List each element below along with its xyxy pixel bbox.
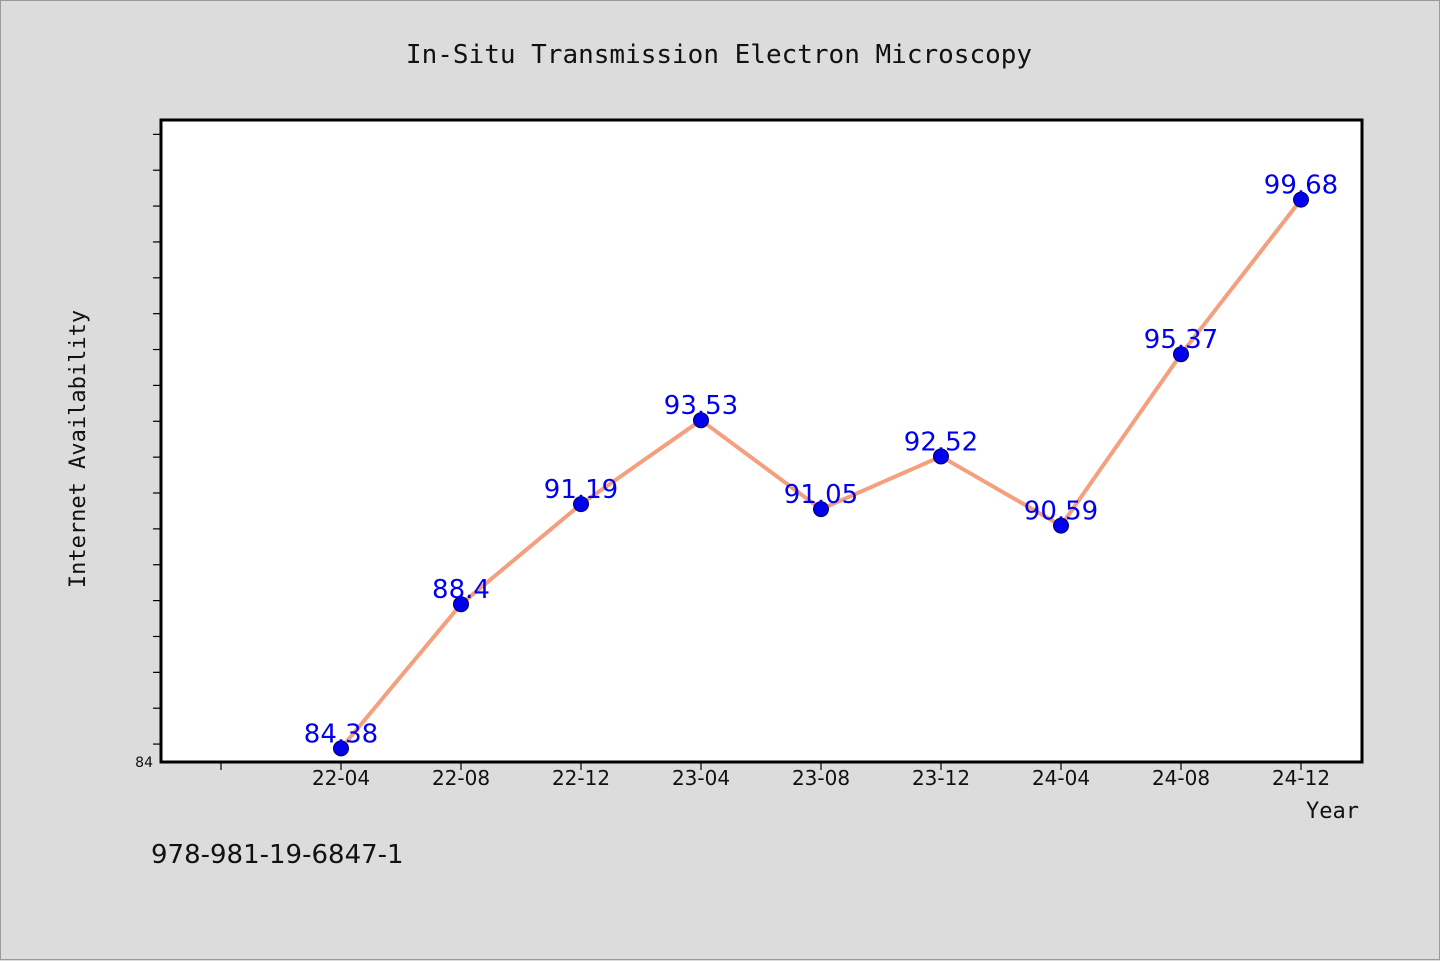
data-point — [693, 412, 709, 429]
y-axis-title: Internet Availability — [66, 310, 91, 588]
data-point — [333, 740, 349, 757]
data-label: 95.37 — [1144, 325, 1218, 355]
data-label: 88.4 — [432, 575, 490, 605]
x-tick-label: 24-04 — [1032, 766, 1090, 790]
data-label: 91.05 — [784, 480, 858, 510]
x-axis-ticks: 22-04 22-08 22-12 23-04 23-08 23-12 24-04 24-08… — [220, 762, 1330, 790]
x-tick-label: 24-08 — [1152, 766, 1210, 790]
data-point — [1053, 517, 1069, 534]
data-label: 92.52 — [904, 427, 978, 457]
chart-title: In-Situ Transmission Electron Microscopy — [406, 40, 1032, 70]
x-tick-label: 23-12 — [912, 766, 970, 790]
data-label: 93.53 — [664, 391, 738, 421]
data-point — [1173, 346, 1189, 363]
data-point — [573, 496, 589, 513]
x-tick-label: 23-04 — [672, 766, 730, 790]
x-tick-label: 24-12 — [1272, 766, 1330, 790]
data-point — [933, 448, 949, 465]
x-tick-label: 22-04 — [312, 766, 370, 790]
x-tick-label: 22-12 — [552, 766, 610, 790]
data-label: 84.38 — [304, 719, 378, 749]
y-tick-label: 84 — [135, 755, 153, 771]
data-label: 99.68 — [1264, 171, 1338, 201]
data-point — [1293, 191, 1309, 208]
plot-area — [159, 118, 1364, 764]
footnote-isbn: 978-981-19-6847-1 — [151, 840, 404, 870]
x-tick-label: 23-08 — [792, 766, 850, 790]
data-point — [453, 596, 469, 613]
data-label: 90.59 — [1024, 497, 1098, 527]
x-tick-label: 22-08 — [432, 766, 490, 790]
x-axis-title: Year — [1306, 799, 1359, 824]
data-point — [813, 501, 829, 518]
y-axis-ticks — [153, 133, 161, 745]
series-layer: 84.38 88.4 91.19 93.53 91.05 92.52 90.59 95.37 9… — [304, 171, 1338, 757]
data-label: 91.19 — [544, 475, 618, 505]
